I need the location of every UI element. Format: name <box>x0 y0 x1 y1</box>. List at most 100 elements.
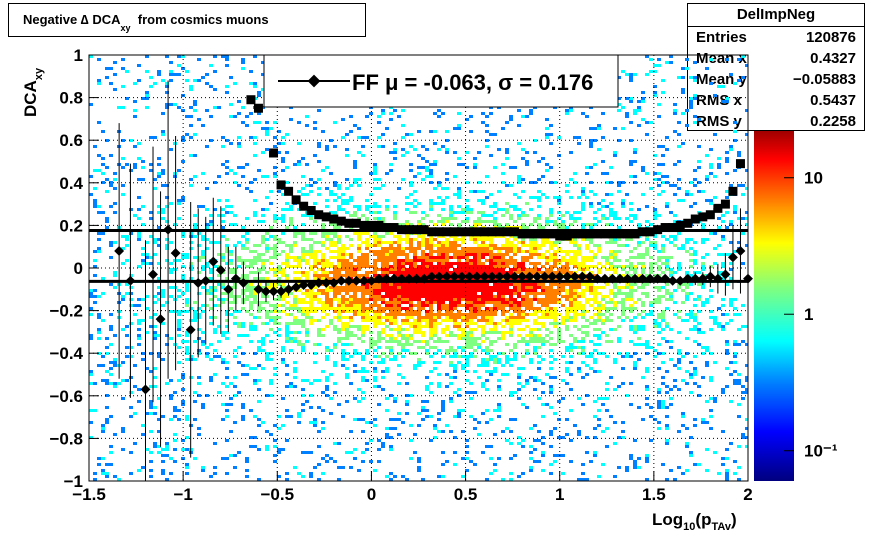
heatmap-cell <box>509 241 513 244</box>
heatmap-cell <box>297 232 301 235</box>
heatmap-cell <box>589 271 593 274</box>
heatmap-cell <box>445 256 449 259</box>
heatmap-cell <box>453 376 457 379</box>
heatmap-cell <box>521 268 525 271</box>
heatmap-cell <box>377 298 381 301</box>
heatmap-cell <box>321 274 325 277</box>
heatmap-cell <box>281 193 285 196</box>
heatmap-cell <box>425 415 429 418</box>
heatmap-cell <box>121 262 125 265</box>
heatmap-cell <box>153 412 157 415</box>
heatmap-cell <box>333 121 337 124</box>
heatmap-cell <box>581 283 585 286</box>
heatmap-cell <box>309 301 313 304</box>
heatmap-cell <box>125 163 129 166</box>
heatmap-cell <box>373 274 377 277</box>
heatmap-cell <box>353 334 357 337</box>
heatmap-cell <box>197 292 201 295</box>
heatmap-cell <box>477 319 481 322</box>
heatmap-cell <box>273 220 277 223</box>
heatmap-cell <box>509 472 513 475</box>
heatmap-cell <box>573 256 577 259</box>
heatmap-cell <box>345 367 349 370</box>
heatmap-cell <box>609 298 613 301</box>
heatmap-cell <box>549 133 553 136</box>
heatmap-cell <box>445 325 449 328</box>
heatmap-cell <box>421 325 425 328</box>
heatmap-cell <box>541 238 545 241</box>
heatmap-cell <box>217 199 221 202</box>
heatmap-cell <box>313 127 317 130</box>
heatmap-cell <box>489 220 493 223</box>
heatmap-cell <box>281 310 285 313</box>
heatmap-cell <box>237 256 241 259</box>
heatmap-cell <box>109 82 113 85</box>
heatmap-cell <box>465 307 469 310</box>
heatmap-cell <box>193 223 197 226</box>
heatmap-cell <box>289 337 293 340</box>
heatmap-cell <box>313 277 317 280</box>
heatmap-cell <box>169 268 173 271</box>
heatmap-cell <box>549 142 553 145</box>
heatmap-cell <box>525 352 529 355</box>
heatmap-cell <box>405 133 409 136</box>
heatmap-cell <box>489 112 493 115</box>
heatmap-cell <box>245 460 249 463</box>
heatmap-cell <box>157 163 161 166</box>
heatmap-cell <box>405 271 409 274</box>
heatmap-cell <box>585 283 589 286</box>
heatmap-cell <box>485 316 489 319</box>
heatmap-cell <box>393 337 397 340</box>
heatmap-cell <box>433 361 437 364</box>
heatmap-cell <box>421 271 425 274</box>
heatmap-cell <box>485 322 489 325</box>
heatmap-cell <box>441 259 445 262</box>
heatmap-cell <box>469 259 473 262</box>
heatmap-cell <box>525 268 529 271</box>
heatmap-cell <box>629 97 633 100</box>
heatmap-cell <box>137 337 141 340</box>
heatmap-cell <box>301 232 305 235</box>
heatmap-cell <box>509 478 513 481</box>
heatmap-cell <box>381 265 385 268</box>
heatmap-cell <box>101 472 105 475</box>
heatmap-cell <box>377 439 381 442</box>
heatmap-cell <box>545 307 549 310</box>
heatmap-cell <box>193 175 197 178</box>
heatmap-cell <box>537 253 541 256</box>
heatmap-cell <box>629 79 633 82</box>
heatmap-cell <box>317 109 321 112</box>
heatmap-cell <box>397 268 401 271</box>
heatmap-cell <box>569 319 573 322</box>
heatmap-cell <box>509 358 513 361</box>
heatmap-cell <box>149 475 153 478</box>
heatmap-cell <box>465 343 469 346</box>
heatmap-cell <box>569 217 573 220</box>
heatmap-cell <box>417 283 421 286</box>
heatmap-cell <box>585 298 589 301</box>
heatmap-cell <box>449 349 453 352</box>
heatmap-cell <box>121 295 125 298</box>
heatmap-cell <box>573 340 577 343</box>
heatmap-cell <box>257 424 261 427</box>
heatmap-cell <box>521 283 525 286</box>
heatmap-cell <box>309 319 313 322</box>
heatmap-cell <box>193 256 197 259</box>
heatmap-cell <box>113 361 117 364</box>
heatmap-cell <box>153 445 157 448</box>
heatmap-cell <box>341 355 345 358</box>
heatmap-cell <box>533 217 537 220</box>
heatmap-cell <box>313 292 317 295</box>
heatmap-cell <box>533 241 537 244</box>
heatmap-cell <box>177 199 181 202</box>
heatmap-cell <box>261 259 265 262</box>
heatmap-cell <box>245 274 249 277</box>
heatmap-cell <box>645 205 649 208</box>
heatmap-cell <box>597 337 601 340</box>
heatmap-cell <box>301 313 305 316</box>
heatmap-cell <box>485 337 489 340</box>
heatmap-cell <box>545 136 549 139</box>
heatmap-cell <box>461 316 465 319</box>
heatmap-cell <box>525 340 529 343</box>
heatmap-cell <box>585 115 589 118</box>
